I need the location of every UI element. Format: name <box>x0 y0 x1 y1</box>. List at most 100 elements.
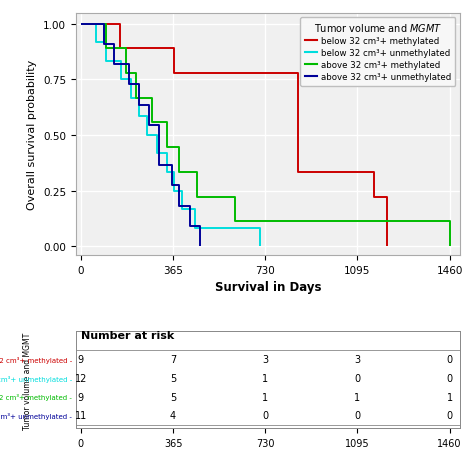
Text: 12: 12 <box>75 373 87 383</box>
Legend: below 32 cm³+ methylated, below 32 cm³+ unmethylated, above 32 cm³+ methylated, : below 32 cm³+ methylated, below 32 cm³+ … <box>300 18 456 86</box>
below 32 cm³+ unmethylated <box>207 226 212 231</box>
below 32 cm³+ unmethylated <box>245 226 250 231</box>
below 32 cm³+ unmethylated <box>257 244 263 249</box>
above 32 cm³+ methylated <box>219 194 225 200</box>
Text: 1: 1 <box>262 392 268 402</box>
Text: 5: 5 <box>170 392 176 402</box>
below 32 cm³+ unmethylated <box>78 22 84 28</box>
above 32 cm³+ unmethylated <box>187 224 192 229</box>
above 32 cm³+ methylated <box>356 219 362 225</box>
Text: 9: 9 <box>78 354 84 364</box>
below 32 cm³+ unmethylated <box>164 152 170 157</box>
above 32 cm³+ unmethylated <box>78 22 84 28</box>
Text: 9: 9 <box>78 392 84 402</box>
above 32 cm³+ methylated <box>232 219 238 225</box>
above 32 cm³+ methylated <box>103 46 109 52</box>
below 32 cm³+ methylated <box>295 71 301 77</box>
above 32 cm³+ methylated <box>164 145 170 151</box>
above 32 cm³+ unmethylated <box>187 203 192 209</box>
above 32 cm³+ methylated <box>207 194 212 200</box>
below 32 cm³+ methylated <box>257 71 263 77</box>
above 32 cm³+ unmethylated <box>101 42 107 47</box>
below 32 cm³+ methylated <box>111 22 117 28</box>
above 32 cm³+ unmethylated <box>197 244 202 249</box>
above 32 cm³+ methylated <box>207 194 212 200</box>
below 32 cm³+ methylated <box>356 170 362 175</box>
above 32 cm³+ unmethylated <box>136 83 142 88</box>
Text: 0: 0 <box>447 354 453 364</box>
below 32 cm³+ unmethylated <box>154 152 160 157</box>
below 32 cm³+ unmethylated <box>179 189 185 194</box>
below 32 cm³+ unmethylated <box>179 207 185 212</box>
below 32 cm³+ methylated <box>227 71 233 77</box>
below 32 cm³+ unmethylated <box>111 59 117 64</box>
Text: Number at risk: Number at risk <box>81 331 174 341</box>
above 32 cm³+ unmethylated <box>126 83 132 88</box>
Text: 0: 0 <box>447 410 453 420</box>
below 32 cm³+ unmethylated <box>118 59 124 64</box>
below 32 cm³+ unmethylated <box>93 40 99 46</box>
below 32 cm³+ methylated <box>117 46 123 52</box>
Text: below 32 cm³+ methylated -: below 32 cm³+ methylated - <box>0 356 72 363</box>
above 32 cm³+ methylated <box>124 46 129 52</box>
above 32 cm³+ methylated <box>78 22 84 28</box>
below 32 cm³+ methylated <box>131 46 137 52</box>
above 32 cm³+ methylated <box>194 194 200 200</box>
above 32 cm³+ methylated <box>134 96 139 101</box>
Line: above 32 cm³+ unmethylated: above 32 cm³+ unmethylated <box>81 25 200 247</box>
below 32 cm³+ methylated <box>371 170 377 175</box>
above 32 cm³+ methylated <box>383 219 389 225</box>
above 32 cm³+ unmethylated <box>169 183 174 189</box>
Text: 1: 1 <box>262 373 268 383</box>
Line: below 32 cm³+ methylated: below 32 cm³+ methylated <box>81 25 386 247</box>
above 32 cm³+ methylated <box>252 219 258 225</box>
Text: 1: 1 <box>447 392 453 402</box>
below 32 cm³+ methylated <box>172 71 177 77</box>
above 32 cm³+ methylated <box>232 194 238 200</box>
below 32 cm³+ methylated <box>383 244 389 249</box>
above 32 cm³+ unmethylated <box>101 22 107 28</box>
Text: 0: 0 <box>355 410 361 420</box>
above 32 cm³+ unmethylated <box>176 183 182 189</box>
Y-axis label: Overall survival probability: Overall survival probability <box>27 60 37 209</box>
below 32 cm³+ methylated <box>207 71 212 77</box>
below 32 cm³+ unmethylated <box>144 133 149 138</box>
above 32 cm³+ methylated <box>356 219 362 225</box>
below 32 cm³+ unmethylated <box>207 226 212 231</box>
below 32 cm³+ unmethylated <box>232 226 238 231</box>
below 32 cm³+ methylated <box>182 71 187 77</box>
Text: 0: 0 <box>262 410 268 420</box>
above 32 cm³+ unmethylated <box>169 163 174 169</box>
below 32 cm³+ methylated <box>227 71 233 77</box>
below 32 cm³+ methylated <box>151 46 157 52</box>
above 32 cm³+ methylated <box>270 219 276 225</box>
Text: 1: 1 <box>355 392 361 402</box>
below 32 cm³+ methylated <box>356 170 362 175</box>
above 32 cm³+ unmethylated <box>156 163 162 169</box>
below 32 cm³+ methylated <box>295 170 301 175</box>
below 32 cm³+ unmethylated <box>136 115 142 120</box>
below 32 cm³+ methylated <box>117 22 123 28</box>
below 32 cm³+ methylated <box>207 71 212 77</box>
Text: 4: 4 <box>170 410 176 420</box>
Text: above 32 cm³+ methylated -: above 32 cm³+ methylated - <box>0 393 72 400</box>
Text: 0: 0 <box>447 373 453 383</box>
below 32 cm³+ methylated <box>131 46 137 52</box>
Text: 7: 7 <box>170 354 176 364</box>
Line: below 32 cm³+ unmethylated: below 32 cm³+ unmethylated <box>81 25 260 247</box>
below 32 cm³+ unmethylated <box>191 226 197 231</box>
above 32 cm³+ unmethylated <box>156 123 162 129</box>
above 32 cm³+ methylated <box>308 219 314 225</box>
above 32 cm³+ methylated <box>219 194 225 200</box>
above 32 cm³+ unmethylated <box>197 224 202 229</box>
above 32 cm³+ methylated <box>308 219 314 225</box>
above 32 cm³+ methylated <box>270 219 276 225</box>
below 32 cm³+ unmethylated <box>136 96 142 101</box>
below 32 cm³+ methylated <box>257 71 263 77</box>
below 32 cm³+ methylated <box>151 46 157 52</box>
below 32 cm³+ methylated <box>265 71 271 77</box>
above 32 cm³+ methylated <box>447 219 453 225</box>
Text: 11: 11 <box>75 410 87 420</box>
above 32 cm³+ methylated <box>252 219 258 225</box>
above 32 cm³+ methylated <box>149 96 155 101</box>
